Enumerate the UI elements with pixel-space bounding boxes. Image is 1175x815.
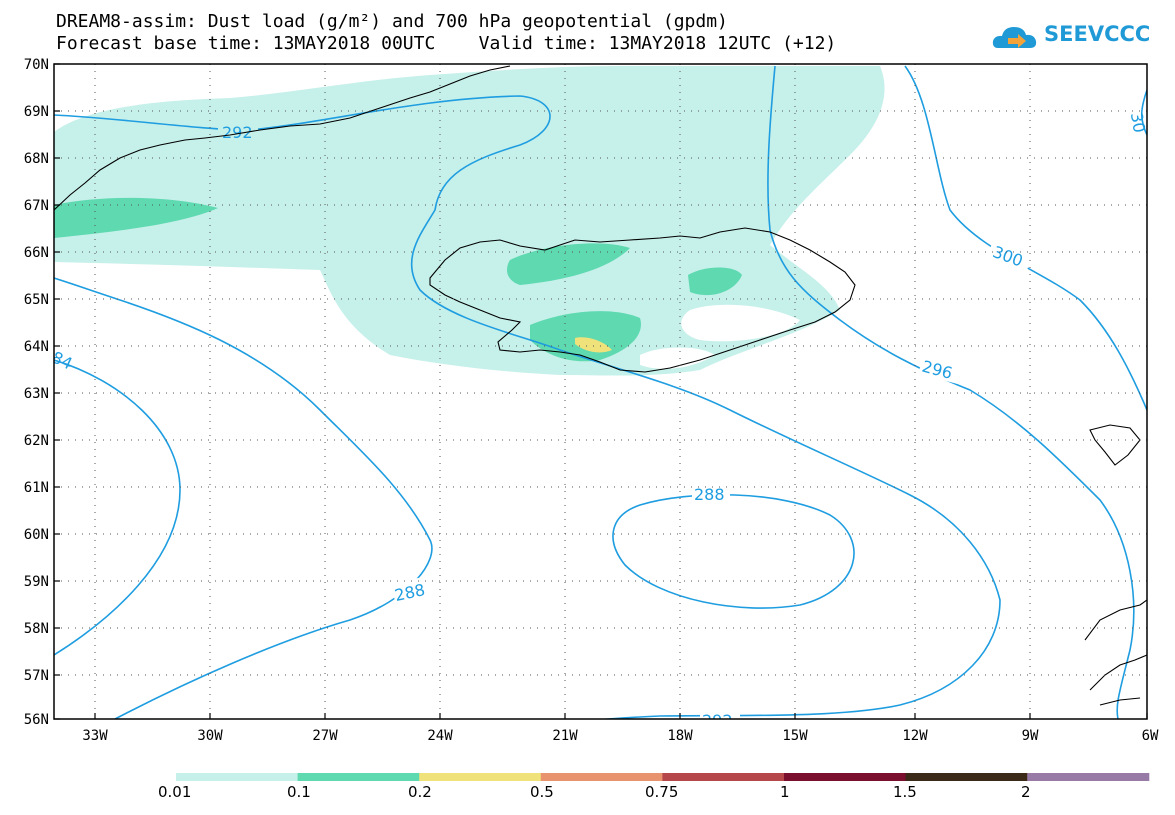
colorbar-label: 0.2 [408, 783, 432, 801]
colorbar-swatch [540, 773, 663, 781]
logo-text: SEEVCCC [1044, 22, 1151, 46]
tick-marks [54, 63, 1148, 720]
colorbar-swatch [297, 773, 420, 781]
lat-label: 57N [24, 668, 49, 684]
dust-area-mid [54, 197, 218, 238]
contour-label: 292 [222, 123, 253, 142]
lat-label: 62N [24, 433, 49, 449]
gridlines [54, 64, 1147, 719]
colorbar-swatch [784, 773, 907, 781]
lat-label: 70N [24, 57, 49, 73]
lat-label: 58N [24, 621, 49, 637]
map-title: DREAM8-assim: Dust load (g/m²) and 700 h… [56, 11, 728, 32]
colorbar-label: 0.75 [645, 783, 679, 801]
lon-label: 27W [312, 728, 338, 744]
dust-area-mid [688, 267, 742, 296]
colorbar-label: 1 [780, 783, 790, 801]
scotland-coast [1084, 599, 1147, 706]
lat-label: 65N [24, 292, 49, 308]
lon-labels: 33W 30W 27W 24W 21W 18W 15W 12W 9W 6W [82, 728, 1159, 744]
dust-area-white-patch [640, 304, 800, 369]
lat-label: 59N [24, 574, 49, 590]
lon-label: 30W [197, 728, 223, 744]
forecast-time-line: Forecast base time: 13MAY2018 00UTC Vali… [56, 33, 837, 54]
colorbar-swatch [176, 773, 299, 781]
colorbar-label: 0.5 [530, 783, 554, 801]
colorbar-swatch [1027, 773, 1150, 781]
contour-label: 300 [990, 242, 1025, 270]
colorbar-swatch [419, 773, 542, 781]
lat-labels: 70N 69N 68N 67N 66N 65N 64N 63N 62N 61N … [24, 57, 49, 728]
colorbar-label: 1.5 [893, 783, 917, 801]
lat-label: 68N [24, 151, 49, 167]
lon-label: 12W [902, 728, 928, 744]
lat-label: 63N [24, 386, 49, 402]
colorbar-label: 0.01 [158, 783, 192, 801]
lat-label: 60N [24, 527, 49, 543]
lon-label: 9W [1022, 728, 1039, 744]
lat-label: 66N [24, 245, 49, 261]
iceland-coast [429, 227, 856, 373]
lon-label: 6W [1142, 728, 1159, 744]
colorbar-label: 2 [1021, 783, 1031, 801]
contour-296 [767, 65, 1135, 719]
contour-label: 30 [1127, 111, 1149, 134]
lat-label: 64N [24, 339, 49, 355]
lat-label: 67N [24, 198, 49, 214]
colorbar-swatch [905, 773, 1028, 781]
lat-label: 56N [24, 712, 49, 728]
coastlines [54, 65, 1147, 706]
lon-label: 18W [667, 728, 693, 744]
contour-288-closed [612, 494, 855, 609]
lon-label: 15W [782, 728, 808, 744]
contour-288 [54, 277, 433, 719]
contour-label: 292 [702, 711, 733, 730]
contour-284 [54, 359, 181, 656]
greenland-coast [54, 65, 511, 211]
map-frame [53, 63, 1148, 720]
colorbar [176, 773, 1150, 781]
colorbar-swatch [662, 773, 785, 781]
faroe-shetland-coast [1089, 424, 1141, 466]
lon-label: 24W [427, 728, 453, 744]
lon-label: 33W [82, 728, 108, 744]
cloud-arrow-icon [992, 27, 1037, 48]
dust-area-high [575, 337, 612, 353]
lat-label: 69N [24, 104, 49, 120]
contour-label: 288 [694, 485, 725, 504]
colorbar-label: 0.1 [287, 783, 311, 801]
dust-area-mid [507, 243, 630, 285]
contour-label: 296 [920, 357, 954, 383]
contour-300 [904, 65, 1147, 411]
contour-label: 84 [49, 348, 75, 374]
lon-label: 21W [552, 728, 578, 744]
dust-area-light [54, 66, 885, 376]
lat-label: 61N [24, 480, 49, 496]
